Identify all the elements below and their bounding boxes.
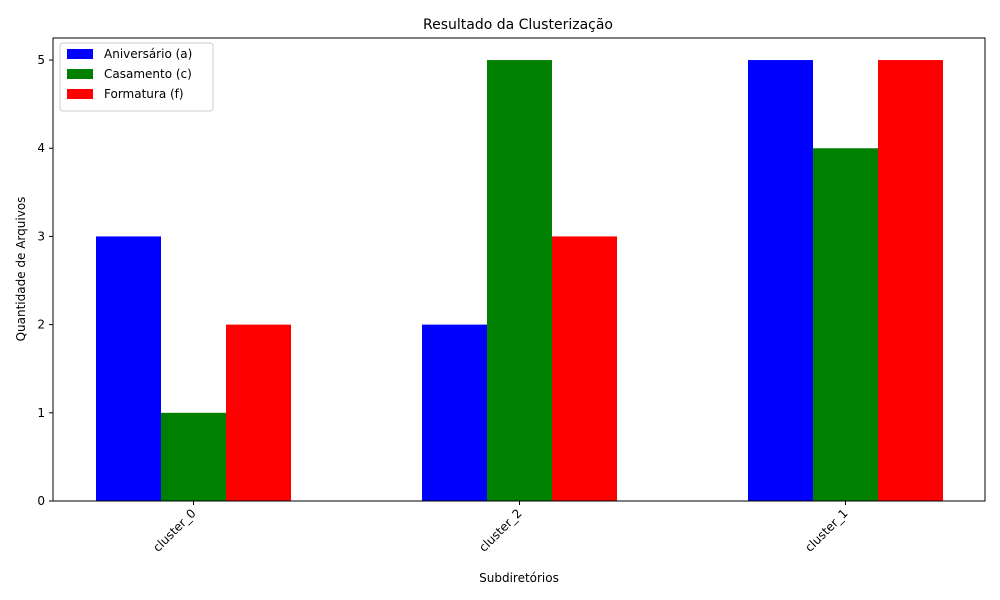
y-tick-label: 1 [37,406,45,420]
y-tick-label: 5 [37,53,45,67]
y-tick-label: 2 [37,318,45,332]
legend-label-2: Formatura (f) [104,87,184,101]
bar-cluster_1-series-1 [813,148,878,501]
y-tick-label: 0 [37,494,45,508]
legend: Aniversário (a) Casamento (c) Formatura (f… [59,42,214,112]
bar-cluster_2-series-2 [552,236,617,501]
y-axis: 0 1 2 3 4 5 [37,53,53,508]
x-axis-label: Subdiretórios [479,571,559,585]
legend-swatch-0 [67,49,93,59]
bar-cluster_0-series-0 [96,236,161,501]
y-axis-label: Quantidade de Arquivos [14,197,28,342]
bar-cluster_2-series-0 [422,324,487,501]
y-tick-label: 4 [37,141,45,155]
legend-label-0: Aniversário (a) [104,47,192,61]
bar-cluster_2-series-1 [487,60,552,502]
legend-frame [59,42,214,112]
chart-title: Resultado da Clusterização [423,17,613,33]
legend-swatch-1 [67,69,93,79]
legend-label-1: Casamento (c) [104,67,192,81]
bars-group [96,60,943,502]
bar-cluster_0-series-1 [161,412,226,501]
y-tick-label: 3 [37,229,45,243]
legend-swatch-2 [67,89,93,99]
bar-cluster_0-series-2 [226,324,291,501]
bar-cluster_1-series-0 [748,60,813,502]
bar-cluster_1-series-2 [878,60,943,502]
